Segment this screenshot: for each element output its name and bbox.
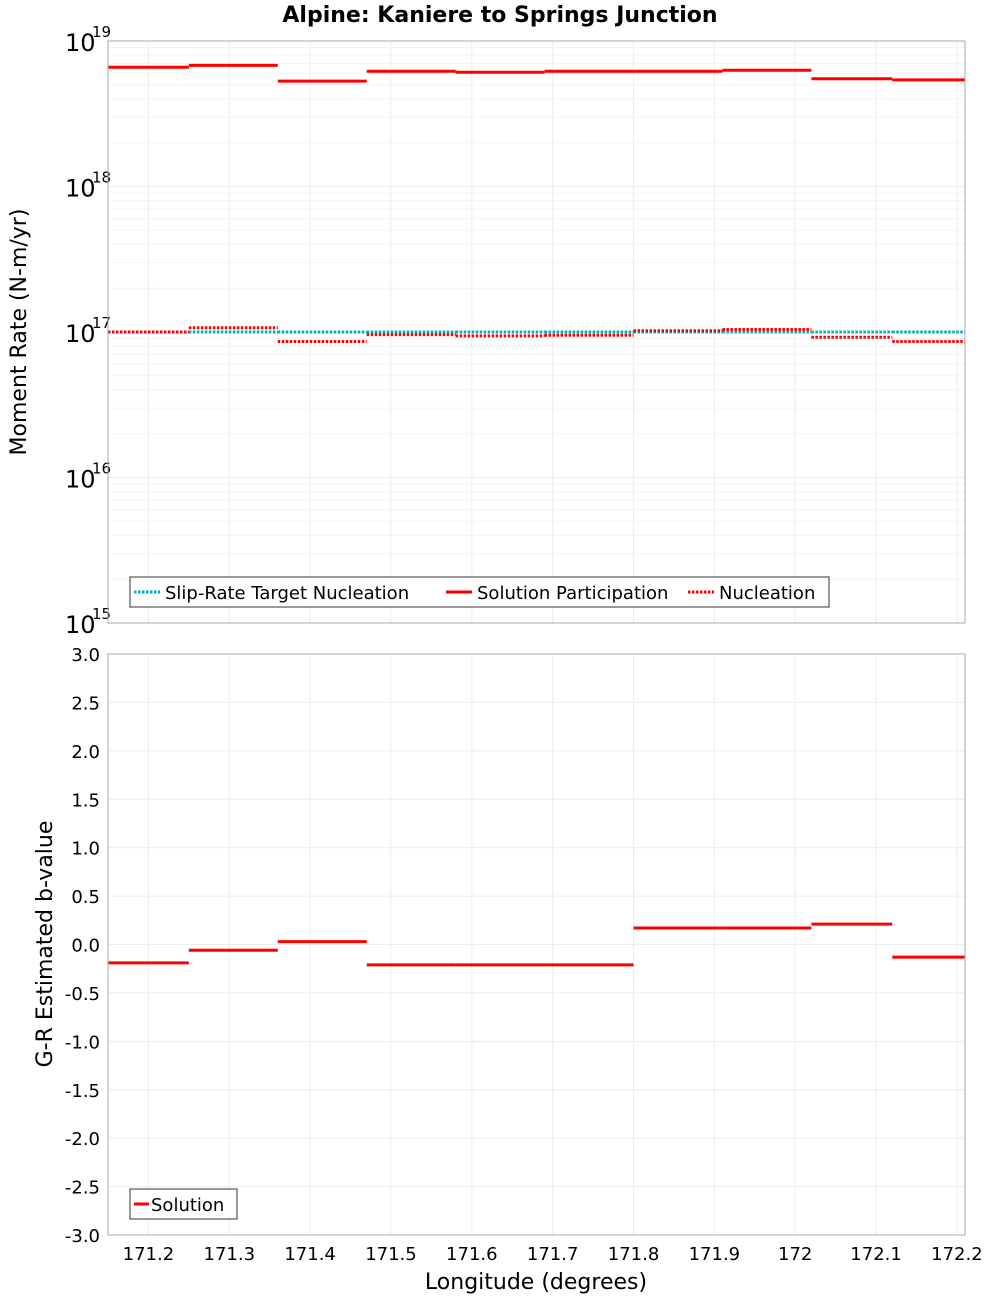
legend-label: Solution <box>151 1195 224 1216</box>
y-tick-label: 1.5 <box>71 790 100 811</box>
b-value-series <box>108 922 965 967</box>
legend-item: Slip-Rate Target Nucleation <box>134 583 409 604</box>
y-tick-base: 10 <box>65 29 96 57</box>
x-tick-label: 171.8 <box>608 1244 660 1265</box>
y-tick-exponent: 19 <box>92 23 111 41</box>
x-tick-label: 171.2 <box>123 1244 175 1265</box>
legend-item: Nucleation <box>688 583 815 604</box>
legend-label: Nucleation <box>719 583 815 604</box>
x-tick-label: 172.2 <box>931 1244 983 1265</box>
y-tick-label: 2.5 <box>71 693 100 714</box>
y-tick-label: -3.0 <box>65 1226 100 1247</box>
b-value-y-label: G-R Estimated b-value <box>33 821 58 1068</box>
chart-title: Alpine: Kaniere to Springs Junction <box>282 3 717 28</box>
y-tick-base: 10 <box>65 320 96 348</box>
y-tick-label: 0.0 <box>71 936 100 957</box>
y-tick-label: 1.0 <box>71 839 100 860</box>
b-value-frame <box>107 653 966 1236</box>
x-tick-label: 172 <box>778 1244 812 1265</box>
y-tick-exponent: 18 <box>92 169 111 187</box>
y-tick-label: -1.0 <box>65 1032 100 1053</box>
y-tick-base: 10 <box>65 175 96 203</box>
legend-label: Solution Participation <box>477 583 668 604</box>
y-tick-label: -0.5 <box>65 984 100 1005</box>
b-value-grid <box>108 653 965 1236</box>
y-tick-exponent: 16 <box>92 460 111 478</box>
legend-item: Solution <box>134 1195 224 1216</box>
longitude-x-ticks: 171.2 171.3 171.4 171.5 171.6 171.7 171.8 171.9… <box>123 1244 983 1265</box>
y-tick-label: 0.5 <box>71 887 100 908</box>
legend-item: Solution Participation <box>446 583 668 604</box>
x-tick-label: 171.9 <box>689 1244 741 1265</box>
series-solution-participation <box>108 63 965 83</box>
x-tick-label: 171.4 <box>284 1244 336 1265</box>
b-value-panel: 3.0 2.5 2.0 1.5 1.0 0.5 0.0 -0.5 -1.0 -1.5 -2.0 -2.… <box>33 645 966 1247</box>
series-solution <box>108 922 965 967</box>
y-tick-label: 3.0 <box>71 645 100 666</box>
b-value-y-ticks: 3.0 2.5 2.0 1.5 1.0 0.5 0.0 -0.5 -1.0 -1.5 -2.0 -2.… <box>65 645 100 1247</box>
x-tick-label: 172.1 <box>850 1244 902 1265</box>
y-tick-base: 10 <box>65 466 96 494</box>
x-tick-label: 171.7 <box>527 1244 579 1265</box>
x-tick-label: 171.3 <box>204 1244 256 1265</box>
moment-rate-frame <box>107 40 966 624</box>
series-nucleation <box>108 326 965 344</box>
y-tick-base: 10 <box>65 611 96 639</box>
moment-rate-y-label: Moment Rate (N-m/yr) <box>7 209 32 456</box>
legend-label: Slip-Rate Target Nucleation <box>165 583 409 604</box>
y-tick-exponent: 17 <box>92 314 111 332</box>
y-tick-exponent: 15 <box>92 605 111 623</box>
b-value-legend: Solution <box>129 1188 238 1220</box>
x-axis-label: Longitude (degrees) <box>425 1270 647 1295</box>
moment-rate-legend: Slip-Rate Target Nucleation Solution Part… <box>129 576 830 608</box>
y-tick-label: -1.5 <box>65 1081 100 1102</box>
x-tick-label: 171.5 <box>365 1244 417 1265</box>
y-tick-label: 2.0 <box>71 742 100 763</box>
y-tick-label: -2.0 <box>65 1129 100 1150</box>
moment-rate-series <box>108 63 965 344</box>
y-tick-label: -2.5 <box>65 1178 100 1199</box>
x-tick-label: 171.6 <box>446 1244 498 1265</box>
